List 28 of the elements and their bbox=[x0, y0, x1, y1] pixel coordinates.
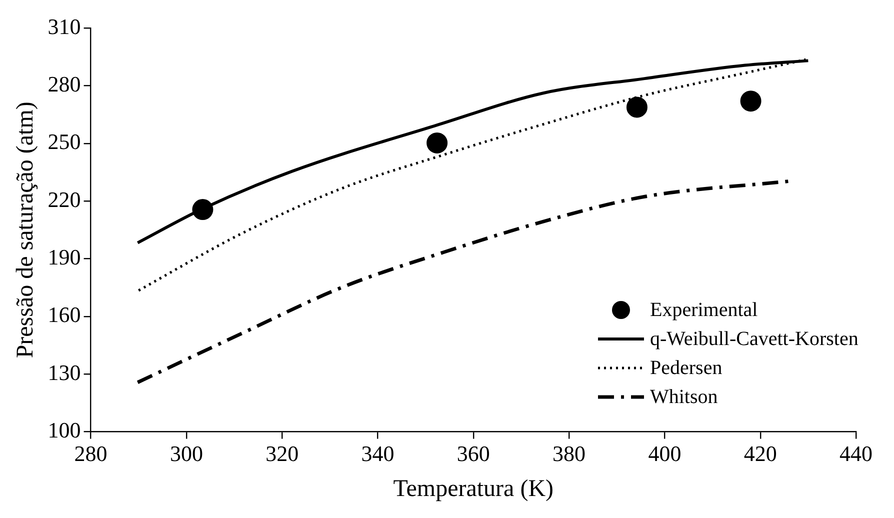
point bbox=[740, 90, 762, 112]
x-tick-label: 320 bbox=[266, 440, 299, 466]
point bbox=[626, 96, 648, 118]
x-tick-label: 420 bbox=[744, 440, 777, 466]
legend-label: Whitson bbox=[650, 384, 718, 410]
y-tick-label: 160 bbox=[48, 302, 81, 328]
y-tick-label: 250 bbox=[48, 129, 81, 154]
y-axis-title: Pressão de saturação (atm) bbox=[12, 102, 39, 358]
y-tick-label: 310 bbox=[48, 14, 81, 39]
legend-label: Experimental bbox=[650, 298, 758, 323]
y-tick-label: 220 bbox=[48, 186, 81, 212]
y-tick-label: 100 bbox=[48, 418, 81, 443]
y-tick-label: 280 bbox=[48, 71, 81, 96]
x-tick-label: 300 bbox=[170, 440, 203, 466]
x-tick-label: 360 bbox=[456, 440, 490, 466]
y-tick-label: 190 bbox=[48, 244, 81, 270]
x-tick-label: 440 bbox=[840, 440, 872, 466]
y-tick-label: 130 bbox=[48, 360, 81, 385]
legend-label: q-Weibull-Cavett-Korsten bbox=[650, 326, 858, 352]
x-axis-title: Temperatura (K) bbox=[393, 476, 554, 502]
line-series bbox=[137, 58, 808, 292]
point bbox=[192, 199, 214, 220]
legend-label: Pedersen bbox=[650, 356, 722, 381]
x-tick-label: 280 bbox=[74, 440, 108, 466]
point bbox=[426, 132, 448, 154]
x-tick-label: 340 bbox=[361, 440, 394, 466]
x-tick-label: 400 bbox=[648, 440, 682, 466]
x-tick-label: 380 bbox=[552, 440, 586, 466]
